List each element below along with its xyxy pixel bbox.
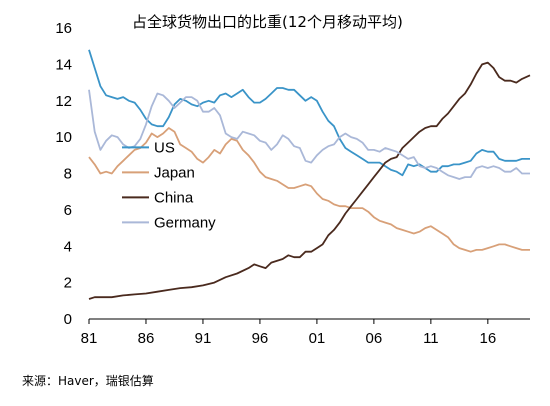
y-tick-label: 4 — [64, 238, 72, 255]
y-tick-label: 12 — [55, 93, 72, 110]
y-tick-label: 2 — [64, 275, 72, 292]
series-line-us — [88, 49, 530, 177]
y-tick-label: 16 — [55, 20, 72, 37]
series-line-china — [88, 61, 531, 300]
legend-label-us: US — [154, 139, 175, 156]
x-axis-tick-marks — [88, 319, 489, 324]
series-line-japan — [88, 127, 530, 253]
y-tick-label: 10 — [55, 129, 72, 146]
x-tick-label: 16 — [479, 330, 496, 347]
series-lines — [88, 49, 531, 300]
chart-title: 占全球货物出口的比重(12个月移动平均) — [132, 13, 403, 31]
y-tick-label: 0 — [64, 311, 72, 328]
legend-label-japan: Japan — [154, 164, 195, 181]
x-tick-label: 11 — [423, 330, 439, 347]
y-axis-tick-labels: 0 2 4 6 8 10 12 14 16 — [55, 20, 72, 328]
x-tick-label: 91 — [195, 330, 212, 347]
legend: US Japan China Germany — [122, 139, 216, 231]
y-tick-label: 14 — [55, 56, 72, 73]
series-line-germany — [88, 89, 530, 180]
x-tick-label: 01 — [309, 330, 326, 347]
y-tick-label: 6 — [64, 202, 72, 219]
x-tick-label: 96 — [252, 330, 269, 347]
source-note: 来源：Haver，瑞银估算 — [22, 374, 154, 388]
x-tick-label: 81 — [81, 330, 98, 347]
legend-label-germany: Germany — [154, 214, 216, 231]
x-tick-label: 86 — [138, 330, 155, 347]
x-axis-tick-labels: 81 86 91 96 01 06 11 16 — [81, 330, 497, 347]
legend-label-china: China — [154, 189, 194, 206]
y-tick-label: 8 — [64, 166, 72, 183]
x-tick-label: 06 — [366, 330, 383, 347]
